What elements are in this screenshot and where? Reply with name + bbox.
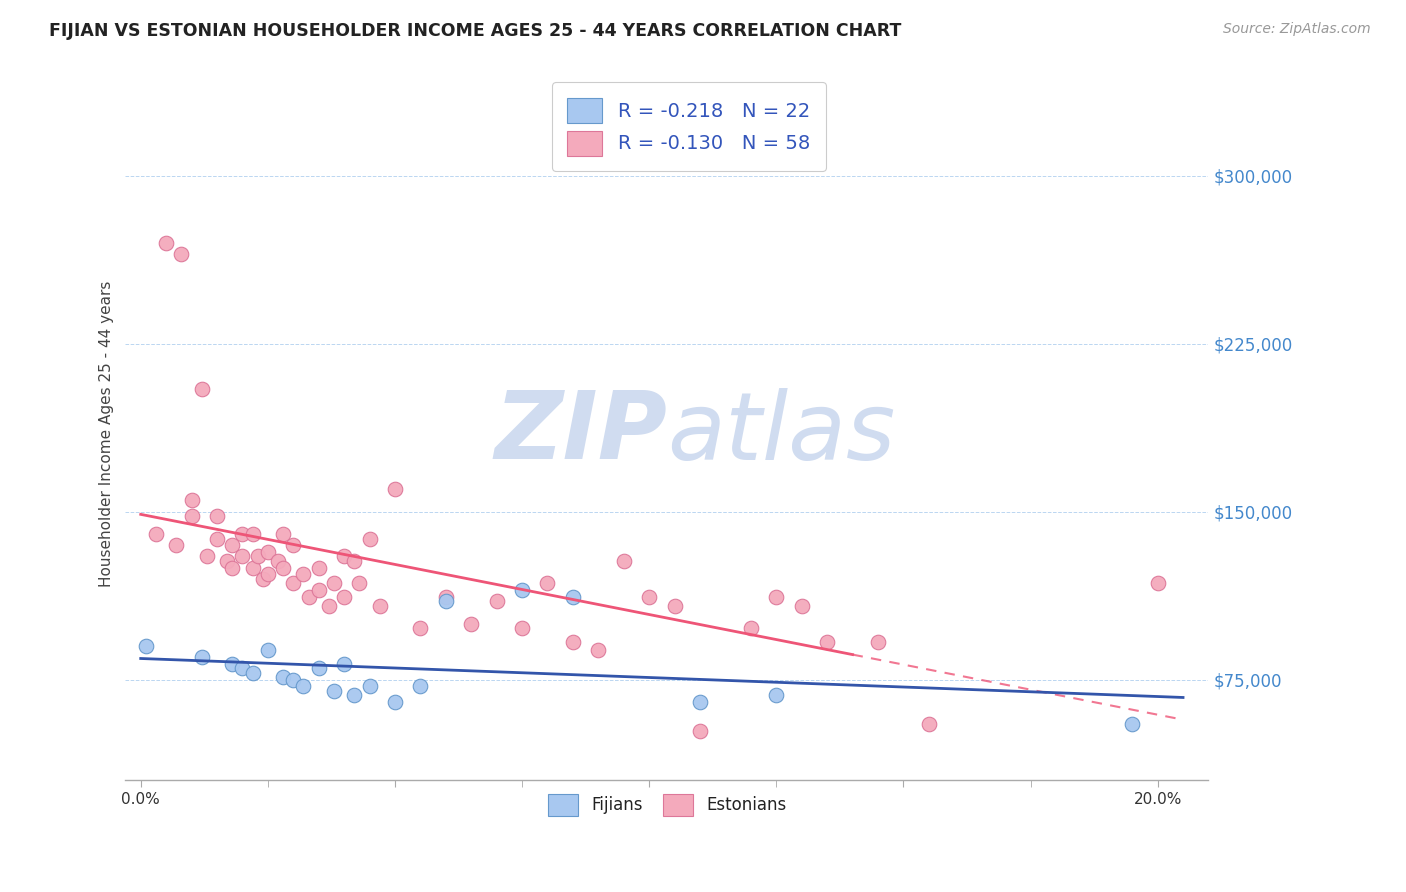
Point bbox=[308, 560, 330, 574]
Point bbox=[271, 670, 294, 684]
Point bbox=[271, 527, 294, 541]
Point bbox=[256, 545, 278, 559]
Point bbox=[190, 650, 212, 665]
Point bbox=[292, 567, 315, 582]
Point bbox=[510, 582, 533, 597]
Point bbox=[323, 576, 346, 591]
Point bbox=[866, 634, 889, 648]
Point bbox=[256, 643, 278, 657]
Point bbox=[283, 538, 305, 552]
Point bbox=[231, 549, 253, 564]
Point bbox=[283, 673, 305, 687]
Point bbox=[434, 594, 457, 608]
Point bbox=[308, 582, 330, 597]
Text: Source: ZipAtlas.com: Source: ZipAtlas.com bbox=[1223, 22, 1371, 37]
Point bbox=[343, 554, 366, 568]
Point bbox=[460, 616, 482, 631]
Point bbox=[135, 639, 157, 653]
Point bbox=[180, 493, 202, 508]
Point bbox=[359, 679, 381, 693]
Point bbox=[242, 665, 264, 680]
Point bbox=[221, 538, 243, 552]
Point bbox=[195, 549, 218, 564]
Point bbox=[221, 560, 243, 574]
Point bbox=[510, 621, 533, 635]
Point bbox=[271, 560, 294, 574]
Point bbox=[283, 576, 305, 591]
Point bbox=[165, 538, 187, 552]
Point bbox=[323, 683, 346, 698]
Point bbox=[409, 679, 432, 693]
Point bbox=[297, 590, 319, 604]
Point bbox=[664, 599, 686, 613]
Point bbox=[815, 634, 838, 648]
Point bbox=[333, 657, 356, 671]
Point bbox=[368, 599, 391, 613]
Point bbox=[333, 590, 356, 604]
Point bbox=[180, 509, 202, 524]
Point bbox=[613, 554, 636, 568]
Point bbox=[308, 661, 330, 675]
Point bbox=[1121, 717, 1143, 731]
Point bbox=[231, 661, 253, 675]
Point bbox=[918, 717, 941, 731]
Point bbox=[231, 527, 253, 541]
Point bbox=[155, 235, 177, 250]
Point bbox=[1146, 576, 1168, 591]
Point bbox=[740, 621, 762, 635]
Point bbox=[343, 688, 366, 702]
Point bbox=[170, 247, 193, 261]
Point bbox=[205, 509, 228, 524]
Point bbox=[561, 634, 583, 648]
Point bbox=[267, 554, 290, 568]
Point bbox=[638, 590, 661, 604]
Text: FIJIAN VS ESTONIAN HOUSEHOLDER INCOME AGES 25 - 44 YEARS CORRELATION CHART: FIJIAN VS ESTONIAN HOUSEHOLDER INCOME AG… bbox=[49, 22, 901, 40]
Point bbox=[242, 527, 264, 541]
Point bbox=[252, 572, 274, 586]
Point bbox=[409, 621, 432, 635]
Point bbox=[190, 382, 212, 396]
Point bbox=[561, 590, 583, 604]
Legend: Fijians, Estonians: Fijians, Estonians bbox=[540, 786, 794, 824]
Point bbox=[333, 549, 356, 564]
Point bbox=[384, 483, 406, 497]
Text: ZIP: ZIP bbox=[494, 387, 666, 479]
Point bbox=[384, 695, 406, 709]
Point bbox=[221, 657, 243, 671]
Point bbox=[292, 679, 315, 693]
Point bbox=[689, 695, 711, 709]
Point bbox=[588, 643, 610, 657]
Point bbox=[359, 532, 381, 546]
Point bbox=[242, 560, 264, 574]
Point bbox=[765, 688, 787, 702]
Point bbox=[145, 527, 167, 541]
Point bbox=[434, 590, 457, 604]
Point bbox=[790, 599, 813, 613]
Point bbox=[349, 576, 371, 591]
Point bbox=[256, 567, 278, 582]
Point bbox=[318, 599, 340, 613]
Point bbox=[485, 594, 508, 608]
Text: atlas: atlas bbox=[666, 388, 896, 479]
Point bbox=[689, 724, 711, 739]
Point bbox=[765, 590, 787, 604]
Y-axis label: Householder Income Ages 25 - 44 years: Householder Income Ages 25 - 44 years bbox=[100, 280, 114, 587]
Point bbox=[536, 576, 558, 591]
Point bbox=[217, 554, 239, 568]
Point bbox=[205, 532, 228, 546]
Point bbox=[246, 549, 269, 564]
